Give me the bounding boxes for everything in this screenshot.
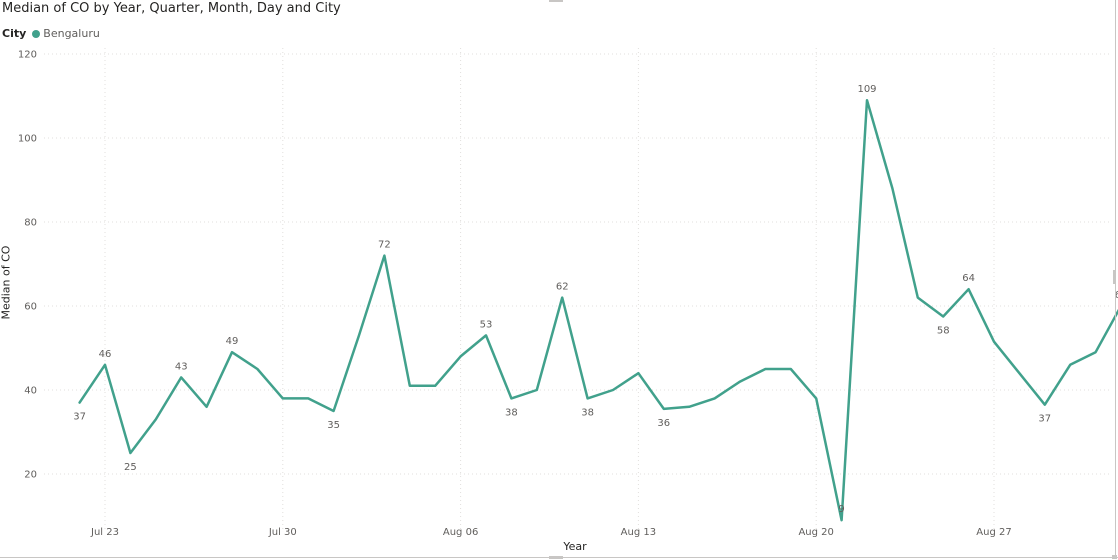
chart-title: Median of CO by Year, Quarter, Month, Da…	[2, 1, 341, 16]
x-tick-label: Aug 27	[976, 527, 1011, 538]
data-point	[459, 355, 462, 358]
data-point	[764, 368, 767, 371]
data-point	[1043, 403, 1046, 406]
data-label: 62	[556, 282, 569, 293]
data-label: 49	[226, 336, 239, 347]
y-tick-label-100: 100	[18, 134, 37, 145]
x-tick-label: Jul 30	[268, 527, 297, 538]
data-point	[713, 397, 716, 400]
data-label: 43	[175, 361, 188, 372]
resize-handle-corner[interactable]	[1112, 555, 1117, 559]
y-tick-label-120: 120	[18, 50, 37, 61]
data-point	[129, 452, 132, 455]
data-point	[154, 418, 157, 421]
data-point	[586, 397, 589, 400]
data-point	[1018, 372, 1021, 375]
data-point	[1094, 351, 1097, 354]
legend-title: City	[2, 27, 27, 40]
data-label: 46	[99, 349, 112, 360]
y-tick-label-40: 40	[24, 386, 37, 397]
data-point	[739, 380, 742, 383]
data-point	[916, 296, 919, 299]
resize-handle-right[interactable]	[1113, 270, 1116, 284]
legend-marker-icon	[32, 29, 41, 38]
resize-handle-top[interactable]	[549, 0, 563, 2]
data-label: 38	[581, 407, 594, 418]
data-point	[78, 401, 81, 404]
data-point	[866, 99, 869, 102]
data-point	[840, 519, 843, 522]
data-point	[1069, 363, 1072, 366]
data-label: 37	[73, 412, 86, 423]
data-point	[485, 334, 488, 337]
data-point	[180, 376, 183, 379]
data-label: 36	[657, 418, 670, 429]
data-label: 9	[838, 504, 844, 515]
data-point	[815, 397, 818, 400]
x-tick-label: Aug 06	[443, 527, 478, 538]
data-point	[408, 384, 411, 387]
data-point	[612, 389, 615, 392]
data-point	[891, 187, 894, 190]
data-label: 72	[378, 240, 391, 251]
data-label: 64	[962, 273, 975, 284]
x-tick-label: Aug 20	[798, 527, 833, 538]
data-point	[942, 315, 945, 318]
data-point	[535, 389, 538, 392]
legend-item-bengaluru[interactable]: Bengaluru	[43, 27, 100, 40]
data-point	[688, 405, 691, 408]
data-point	[967, 288, 970, 291]
data-label: 25	[124, 462, 137, 473]
data-point	[205, 405, 208, 408]
data-point	[383, 254, 386, 257]
data-point	[332, 410, 335, 413]
data-point	[637, 372, 640, 375]
data-label: 53	[480, 319, 493, 330]
y-tick-label-60: 60	[24, 302, 37, 313]
data-point	[358, 334, 361, 337]
y-tick-label-20: 20	[24, 470, 37, 481]
data-point	[307, 397, 310, 400]
data-point	[434, 384, 437, 387]
data-point	[993, 340, 996, 343]
y-tick-label-80: 80	[24, 218, 37, 229]
data-point	[104, 363, 107, 366]
data-point	[662, 407, 665, 410]
data-point	[510, 397, 513, 400]
x-axis-title: Year	[563, 540, 587, 553]
resize-handle-bottom[interactable]	[549, 556, 563, 559]
data-label: 37	[1038, 414, 1051, 425]
x-tick-label: Jul 23	[90, 527, 119, 538]
data-label: 58	[937, 326, 950, 337]
data-label: 109	[857, 84, 876, 95]
data-point	[281, 397, 284, 400]
data-point	[231, 351, 234, 354]
data-label: 38	[505, 407, 518, 418]
data-label: 60	[1115, 290, 1118, 301]
series-line-bengaluru	[78, 98, 1118, 522]
x-tick-label: Aug 13	[621, 527, 656, 538]
data-point	[561, 296, 564, 299]
data-point	[789, 368, 792, 371]
legend: City Bengaluru	[2, 27, 100, 40]
data-label: 35	[327, 420, 340, 431]
data-point	[256, 368, 259, 371]
